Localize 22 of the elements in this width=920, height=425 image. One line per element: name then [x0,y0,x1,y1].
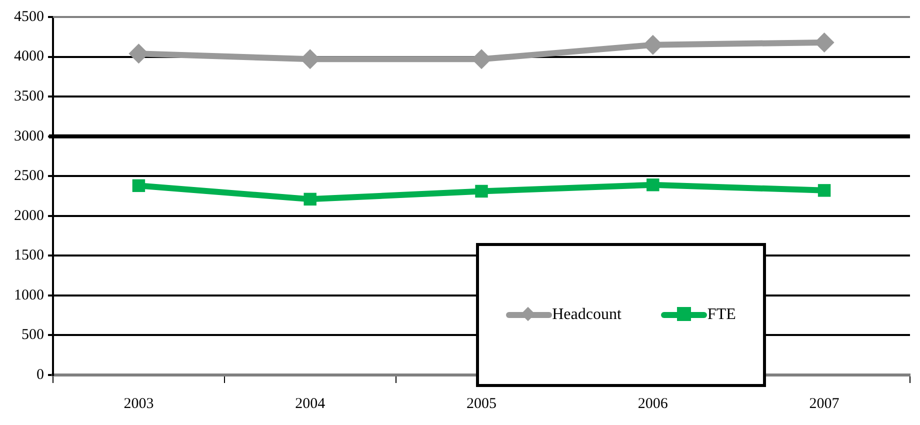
point [475,184,488,198]
y-tick-label: 4500 [14,8,44,25]
y-tick-label: 1000 [14,287,44,304]
y-tick-label: 3000 [14,128,44,144]
point [818,184,831,197]
x-tick-label: 2004 [295,396,326,412]
point [304,192,316,206]
legend-label: Headcount [552,306,622,324]
x-tick-label: 2005 [466,396,496,412]
point [132,179,146,192]
y-tick-label: 4000 [14,48,44,65]
y-tick-label: 1500 [14,248,44,264]
x-tick-label: 2003 [124,396,154,412]
point [646,178,660,192]
y-tick-label: 3500 [14,88,44,104]
y-tick-label: 2500 [14,168,44,184]
y-tick-label: 2000 [14,208,44,224]
y-tick-label: 0 [36,366,44,383]
x-tick-label: 2006 [638,396,668,412]
y-tick-label: 500 [22,327,44,344]
legend-label: FTE [707,306,736,324]
x-tick-label: 2007 [809,396,840,412]
